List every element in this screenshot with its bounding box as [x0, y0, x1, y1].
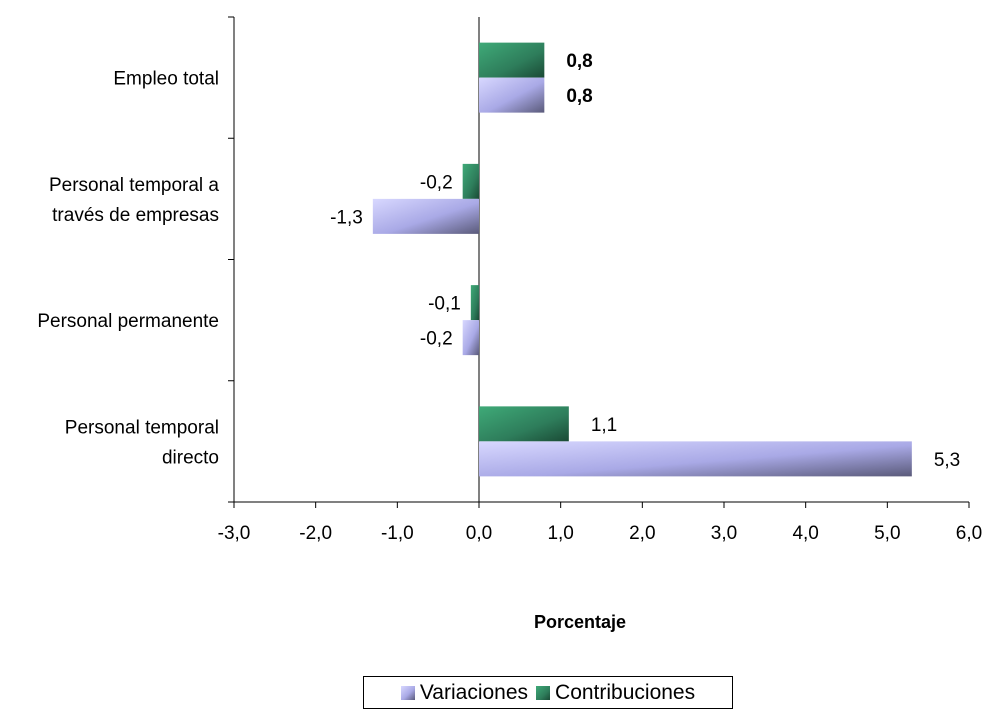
legend: Variaciones Contribuciones — [363, 676, 733, 709]
bar-contribuciones-1 — [462, 163, 479, 199]
category-label: directo — [162, 447, 219, 468]
x-tick-label: -3,0 — [218, 523, 251, 544]
data-label-variaciones-1: -1,3 — [330, 207, 363, 228]
bar-variaciones-2 — [462, 320, 479, 356]
bar-variaciones-1 — [372, 198, 479, 234]
legend-swatch-variaciones — [400, 685, 415, 700]
legend-label-variaciones: Variaciones — [419, 680, 529, 704]
x-tick-label: 5,0 — [874, 523, 900, 544]
x-tick-label: -1,0 — [381, 523, 414, 544]
x-tick-labels: -3,0 -2,0 -1,0 0,0 1,0 2,0 3,0 4,0 5,0 6,0 — [218, 523, 983, 544]
category-label: través de empresas — [52, 205, 219, 226]
data-label-variaciones-3: 5,3 — [934, 450, 960, 471]
x-tick-label: 3,0 — [711, 523, 737, 544]
x-tick-label: 0,0 — [466, 523, 492, 544]
category-label: Personal temporal — [65, 417, 219, 438]
bar-contribuciones-2 — [470, 285, 479, 321]
data-label-contribuciones-1: -0,2 — [420, 172, 453, 193]
x-axis-title: Porcentaje — [534, 612, 626, 632]
category-label: Personal permanente — [37, 311, 219, 332]
bar-variaciones-0 — [479, 77, 545, 113]
x-tick-label: 2,0 — [629, 523, 655, 544]
data-label-contribuciones-0: 0,8 — [566, 51, 592, 72]
category-label: Empleo total — [113, 69, 219, 90]
x-tick-label: -2,0 — [299, 523, 332, 544]
data-label-variaciones-2: -0,2 — [420, 329, 453, 350]
x-tick-label: 1,0 — [547, 523, 573, 544]
bar-contribuciones-3 — [479, 406, 569, 442]
data-label-variaciones-0: 0,8 — [566, 86, 592, 107]
data-labels: 0,8 0,8 -0,2 -1,3 -0,1 -0,2 1,1 5,3 — [330, 51, 960, 471]
x-tick-label: 6,0 — [956, 523, 982, 544]
legend-item-variaciones: Variaciones — [400, 680, 529, 705]
legend-item-contribuciones: Contribuciones — [536, 681, 695, 705]
bar-contribuciones-0 — [479, 42, 545, 78]
data-label-contribuciones-3: 1,1 — [591, 415, 617, 436]
category-label: Personal temporal a — [49, 175, 219, 196]
bars — [372, 42, 912, 477]
legend-swatch-contribuciones — [536, 685, 551, 700]
x-tick-label: 4,0 — [792, 523, 818, 544]
legend-label-contribuciones: Contribuciones — [555, 680, 696, 704]
bar-variaciones-3 — [479, 441, 912, 477]
data-label-contribuciones-2: -0,1 — [428, 294, 461, 315]
category-labels: Empleo total Personal temporal a través de… — [37, 69, 219, 469]
